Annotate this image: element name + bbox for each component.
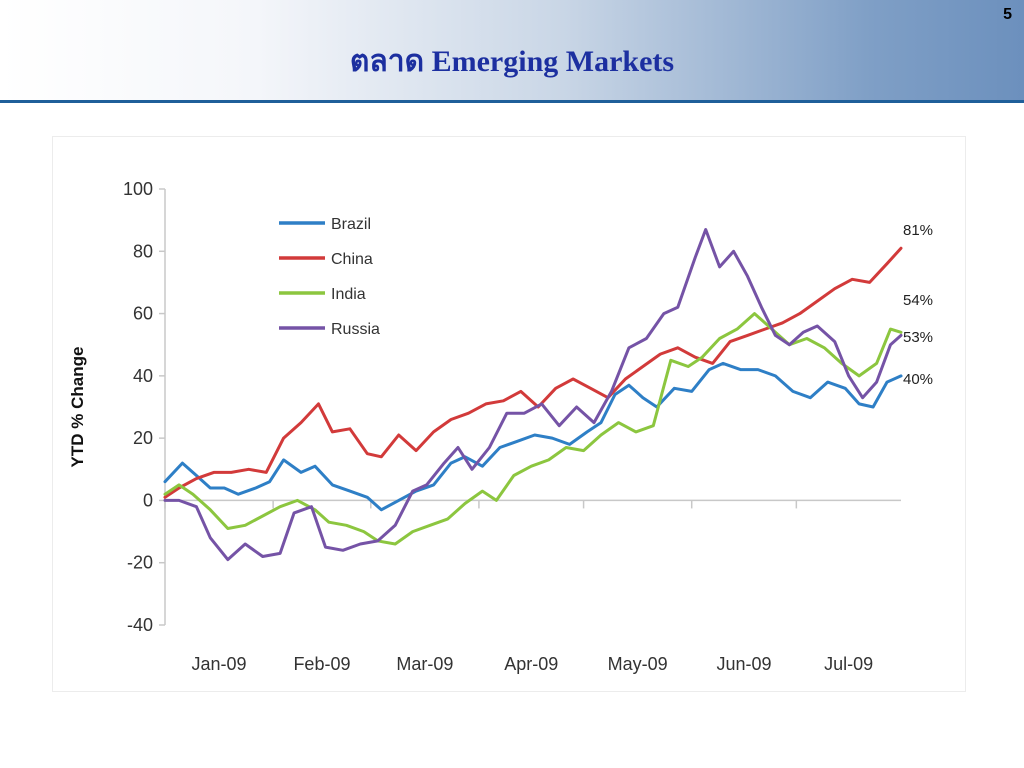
x-tick-label: Jun-09 bbox=[717, 654, 772, 674]
end-label-china: 81% bbox=[903, 222, 933, 239]
end-label-brazil: 40% bbox=[903, 371, 933, 388]
y-tick-label: 100 bbox=[123, 179, 153, 199]
legend-label-china: China bbox=[331, 251, 373, 268]
y-tick-label: -20 bbox=[127, 553, 153, 573]
y-tick-label: 20 bbox=[133, 428, 153, 448]
y-tick-label: 80 bbox=[133, 241, 153, 261]
series-line-china bbox=[163, 246, 903, 499]
x-tick-label: Feb-09 bbox=[293, 654, 350, 674]
x-tick-label: Apr-09 bbox=[504, 654, 558, 674]
y-tick-label: 40 bbox=[133, 366, 153, 386]
x-tick-label: Mar-09 bbox=[396, 654, 453, 674]
line-chart: -40 -20 0 20 40 60 80 100 Jan-09 Feb-09 Mar-09 Apr-… bbox=[68, 179, 933, 674]
slide-title: ตลาด Emerging Markets bbox=[349, 45, 675, 78]
legend-label-russia: Russia bbox=[331, 321, 380, 338]
y-tick-label: 60 bbox=[133, 304, 153, 324]
page-number: 5 bbox=[1003, 6, 1012, 23]
y-tick-label: -40 bbox=[127, 615, 153, 635]
x-tick-label: Jul-09 bbox=[824, 654, 873, 674]
legend-label-india: India bbox=[331, 286, 366, 303]
x-tick-label: Jan-09 bbox=[192, 654, 247, 674]
header-divider bbox=[0, 100, 1024, 103]
slide-header bbox=[0, 0, 1024, 100]
series-line-india bbox=[163, 312, 903, 546]
legend-label-brazil: Brazil bbox=[331, 216, 371, 233]
series-line-russia bbox=[163, 228, 903, 562]
y-tick-label: 0 bbox=[143, 490, 153, 510]
y-axis-label: YTD % Change bbox=[68, 347, 87, 468]
end-label-india: 54% bbox=[903, 292, 933, 309]
chart-frame: -40 -20 0 20 40 60 80 100 Jan-09 Feb-09 Mar-09 Apr-… bbox=[52, 136, 966, 692]
end-label-russia: 53% bbox=[903, 329, 933, 346]
x-tick-label: May-09 bbox=[608, 654, 668, 674]
series-line-brazil bbox=[163, 361, 903, 512]
